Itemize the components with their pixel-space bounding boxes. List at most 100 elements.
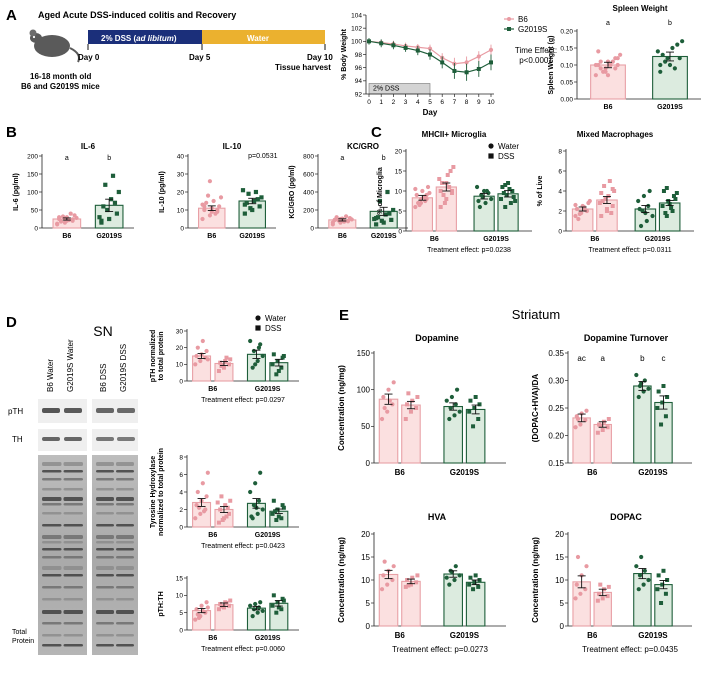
mhcii-data-point bbox=[483, 200, 488, 206]
dopamine-category-label: B6 bbox=[395, 468, 406, 477]
pth-norm-data-point bbox=[219, 364, 224, 368]
pth-norm-category-label: B6 bbox=[208, 386, 217, 393]
tyrosine-ylabel: Tyrosine Hydroxylase bbox=[150, 456, 157, 528]
gel-band bbox=[116, 644, 134, 647]
il10-data-point bbox=[215, 207, 220, 213]
dopamine-data-point bbox=[410, 398, 415, 403]
mhcii-data-point bbox=[448, 169, 453, 173]
kcgro-data-point bbox=[387, 211, 392, 216]
spleen-weight-ylabel: Spleen Weight (g) bbox=[548, 36, 555, 95]
dopac-data-point bbox=[641, 582, 646, 587]
mixed-macro-data-point bbox=[663, 211, 668, 215]
pth-th-data-point bbox=[279, 607, 284, 612]
mhcii-data-point bbox=[500, 185, 505, 189]
spleen-weight-category-label: B6 bbox=[604, 104, 613, 111]
chart-spleen-weight: Spleen Weight 0.00 0.05 0.10 0.15 0.20 Spleen … bbox=[548, 4, 701, 111]
gel-band bbox=[116, 478, 134, 481]
tyrosine-data-point bbox=[216, 520, 221, 525]
spleen-weight-data-point bbox=[603, 66, 608, 71]
mixed-macro-ytick-label: 4 bbox=[558, 188, 562, 195]
dopamine-turnover-data-point bbox=[659, 422, 664, 427]
tyrosine-data-point bbox=[251, 503, 257, 508]
dopamine-turnover-annotation: a bbox=[600, 354, 605, 363]
pth-th-data-point bbox=[226, 603, 231, 608]
il10-data-point bbox=[211, 198, 216, 204]
dopac-data-point bbox=[605, 594, 610, 599]
hva-data-point bbox=[467, 582, 472, 587]
gel-band bbox=[116, 610, 134, 614]
gel-band bbox=[63, 535, 83, 539]
pth-norm-data-point bbox=[250, 365, 255, 370]
dopamine-data-point bbox=[448, 405, 453, 411]
kcgro-category-label: B6 bbox=[338, 233, 347, 240]
dopac-data-point bbox=[636, 587, 641, 592]
gel-band bbox=[63, 574, 83, 577]
pth-th-data-point bbox=[253, 601, 258, 607]
il6-category-label: G2019S bbox=[96, 233, 122, 240]
dopamine-data-point bbox=[447, 416, 452, 422]
hva-category-label: G2019S bbox=[450, 631, 480, 640]
mhcii-title: MHCII+ Microglia bbox=[422, 130, 487, 139]
mhcii-data-point bbox=[489, 196, 494, 202]
spleen-weight-bar bbox=[590, 64, 626, 100]
dopamine-data-point bbox=[452, 413, 457, 418]
mixed-macro-data-point bbox=[660, 204, 665, 208]
bw-point bbox=[403, 45, 408, 50]
il10-data-point bbox=[217, 204, 222, 209]
pth-norm-data-point bbox=[204, 348, 209, 354]
bw-point bbox=[464, 60, 469, 65]
hva-data-point bbox=[476, 584, 481, 589]
bw-point bbox=[427, 46, 433, 51]
mixed-macro-category-label: G2019S bbox=[645, 236, 671, 243]
dopamine-data-point bbox=[454, 387, 460, 392]
dopamine-data-point bbox=[415, 395, 420, 399]
hva-data-point bbox=[457, 573, 462, 578]
mixed-macro-data-point bbox=[602, 184, 607, 188]
gel-band bbox=[42, 586, 62, 589]
hva-data-point bbox=[381, 573, 386, 578]
tyrosine-ytick-label: 8 bbox=[179, 454, 183, 461]
hva-ytick-label: 0 bbox=[366, 622, 371, 631]
spleen-weight-data-point bbox=[598, 59, 603, 64]
gel-band bbox=[116, 574, 134, 577]
mixed-macro-data-point bbox=[664, 186, 669, 190]
spleen-weight-data-point bbox=[608, 62, 613, 68]
gel-band bbox=[96, 622, 114, 625]
mhcii-data-point bbox=[441, 193, 446, 197]
il10-data-point bbox=[253, 189, 259, 195]
spleen-weight-data-point bbox=[598, 66, 603, 71]
pth-th-data-point bbox=[281, 598, 286, 603]
chart-pth-norm: 0 10 20 30 pTH normalized to total protein B6 G… bbox=[150, 314, 299, 404]
pth-norm-legend-label: Water bbox=[265, 314, 286, 323]
tyrosine-data-point bbox=[256, 498, 262, 503]
mixed-macro-data-point bbox=[641, 193, 647, 199]
kcgro-ylabel: KC/GRO (pg/ml) bbox=[289, 165, 296, 218]
spleen-weight-data-point bbox=[615, 62, 620, 68]
gel-band bbox=[116, 512, 134, 515]
mixed-macro-ytick-label: 2 bbox=[558, 208, 562, 215]
water-period-label: Water bbox=[247, 34, 269, 43]
pth-th-data-point bbox=[274, 610, 279, 615]
bw-point bbox=[391, 43, 396, 48]
hva-data-point bbox=[405, 578, 410, 582]
mhcii-data-point bbox=[511, 195, 516, 199]
mhcii-data-point bbox=[442, 201, 447, 205]
gel-band bbox=[63, 503, 83, 506]
hva-data-point bbox=[453, 564, 458, 569]
dopamine-data-point bbox=[449, 394, 455, 400]
pth-norm-data-point bbox=[198, 358, 203, 364]
kcgro-data-point bbox=[349, 217, 354, 222]
mhcii-data-point bbox=[445, 173, 450, 177]
hva-data-point bbox=[379, 587, 385, 592]
chart-body-weight: 2% DSS 92 94 96 98 100 102 104 0 1 2 3 4 5 6 7 8 9 10 Day % … bbox=[341, 12, 557, 117]
pth-norm-data-point bbox=[270, 362, 275, 367]
bw-legend-marker bbox=[507, 17, 511, 21]
mixed-macro-data-point bbox=[583, 207, 588, 213]
dopac-data-point bbox=[574, 582, 579, 587]
panel-label-a: A bbox=[6, 7, 17, 24]
mhcii-data-point bbox=[474, 184, 480, 190]
hva-category-label: B6 bbox=[395, 631, 406, 640]
dopamine-turnover-category-label: B6 bbox=[587, 468, 598, 477]
pth-th-ytick-label: 15 bbox=[176, 575, 184, 582]
spleen-weight-data-point bbox=[660, 52, 665, 57]
